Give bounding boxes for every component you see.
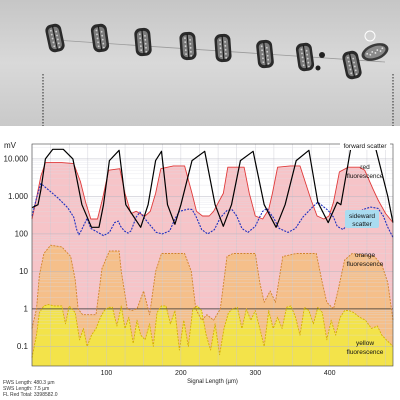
y-tick-label: 10.000 bbox=[4, 154, 29, 163]
sws-length-text: SWS Length: 7.5 µm bbox=[3, 386, 50, 392]
debris-particle bbox=[319, 52, 325, 58]
fl-red-total-text: FL Red Total: 3398582.0 bbox=[3, 392, 58, 398]
y-unit-label: mV bbox=[4, 141, 17, 150]
sideward-scatter-line bbox=[31, 183, 394, 238]
diatom-cell bbox=[45, 23, 65, 53]
plot-frame bbox=[31, 143, 394, 367]
y-tick-label: 0.1 bbox=[17, 342, 29, 351]
diatom-cell bbox=[342, 50, 362, 80]
orange-fluorescence-label-line1: orange bbox=[355, 252, 376, 259]
diatom-cell bbox=[214, 33, 232, 63]
yellow-fluorescence-label-line1: yellow bbox=[356, 340, 374, 347]
y-tick-label: 1 bbox=[24, 304, 29, 313]
orange-fluorescence-line bbox=[31, 244, 394, 329]
red-fluorescence-label-line1: red bbox=[360, 164, 370, 171]
diatom-cell bbox=[179, 31, 197, 61]
debris-particle bbox=[364, 30, 376, 42]
red-fluorescence-label-line2: fluorescence bbox=[347, 173, 384, 180]
diatom-cell bbox=[256, 39, 274, 69]
y-tick-label: 100 bbox=[15, 229, 29, 238]
x-tick-label: 100 bbox=[101, 370, 113, 377]
yellow-fluorescence-label-line2: fluorescence bbox=[347, 349, 384, 356]
x-tick-label: 400 bbox=[324, 370, 336, 377]
y-tick-label: 1.000 bbox=[8, 192, 29, 201]
yellow-fluorescence-fill bbox=[32, 304, 393, 366]
sideward-scatter-label-bg bbox=[345, 210, 379, 228]
forward-scatter-line bbox=[31, 148, 394, 228]
diatom-cell-open bbox=[361, 43, 389, 61]
forward-scatter-label: forward scatter bbox=[344, 143, 388, 150]
red-fluorescence-line bbox=[31, 162, 394, 223]
signal-chart: 10.000 1.000 100 10 1 0.1 mV 100 200 300 400 Signal… bbox=[4, 141, 394, 385]
diatom-cell bbox=[134, 27, 152, 57]
x-tick-label: 300 bbox=[249, 370, 261, 377]
debris-particle bbox=[315, 65, 321, 71]
diatom-cell bbox=[90, 23, 110, 53]
diatom-cell bbox=[295, 42, 315, 72]
microscope-image-strip bbox=[0, 0, 400, 126]
x-axis-label: Signal Length (µm) bbox=[187, 379, 238, 385]
sideward-scatter-label-line2: scatter bbox=[352, 221, 372, 228]
x-tick-label: 200 bbox=[175, 370, 187, 377]
orange-fluorescence-label-line2: fluorescence bbox=[347, 261, 384, 268]
fws-length-text: FWS Length: 480.3 µm bbox=[3, 380, 55, 386]
yellow-fluorescence-line bbox=[31, 304, 394, 358]
y-tick-label: 10 bbox=[19, 267, 28, 276]
sideward-scatter-label-line1: sideward bbox=[349, 213, 375, 220]
microscope-background bbox=[0, 0, 400, 126]
forward-scatter-label-bg bbox=[340, 141, 390, 150]
